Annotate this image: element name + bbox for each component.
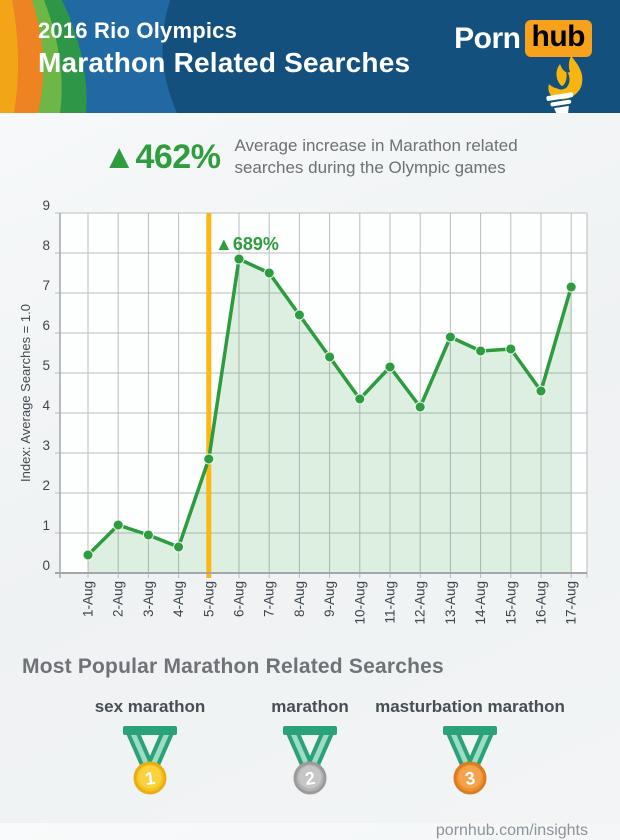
svg-text:4: 4	[42, 398, 50, 413]
medal-icon: 1	[123, 726, 177, 795]
search-term-label: sex marathon	[94, 697, 206, 716]
svg-text:5: 5	[42, 358, 50, 373]
svg-text:2: 2	[304, 768, 317, 789]
svg-text:16-Aug: 16-Aug	[534, 581, 549, 625]
svg-text:0: 0	[42, 558, 50, 573]
promo-stat-section: ▲462% Average increase in Marathon relat…	[0, 113, 620, 193]
svg-text:8: 8	[42, 238, 50, 253]
torch-icon	[546, 56, 583, 113]
svg-text:11-Aug: 11-Aug	[383, 581, 398, 624]
pornhub-logo: Porn hub	[454, 20, 592, 57]
increase-description-line1: Average increase in Marathon related	[234, 136, 518, 156]
medals-row: sex marathon 1 marathon	[0, 697, 620, 798]
increase-description-line2: searches during the Olympic games	[234, 158, 506, 177]
svg-text:6: 6	[42, 318, 50, 333]
svg-text:13-Aug: 13-Aug	[443, 581, 458, 625]
svg-text:1: 1	[42, 518, 50, 533]
svg-text:10-Aug: 10-Aug	[352, 581, 367, 625]
svg-text:9-Aug: 9-Aug	[322, 581, 337, 617]
chart-canvas: 0 1 2 3 4 5 6 7 8 9 1-Aug 2-Aug 3-Aug 4-Aug 5-Aug 6-Aug…	[18, 198, 588, 625]
svg-text:5-Aug: 5-Aug	[201, 581, 216, 617]
search-term-label: marathon	[271, 697, 349, 716]
svg-text:14-Aug: 14-Aug	[473, 581, 488, 625]
svg-text:4-Aug: 4-Aug	[171, 581, 186, 617]
svg-text:3: 3	[464, 768, 477, 789]
search-term-label: masturbation marathon	[375, 697, 565, 716]
increase-stat: ▲462%	[102, 137, 221, 176]
svg-text:3-Aug: 3-Aug	[141, 581, 156, 617]
popular-searches-heading: Most Popular Marathon Related Searches	[22, 655, 444, 678]
svg-text:12-Aug: 12-Aug	[413, 581, 428, 625]
medal-icon: 3	[443, 726, 497, 795]
svg-text:2-Aug: 2-Aug	[111, 581, 126, 617]
title-line-1: 2016 Rio Olympics	[38, 18, 238, 43]
medal-item-bronze: masturbation marathon 3	[375, 697, 565, 798]
svg-text:7-Aug: 7-Aug	[262, 581, 277, 617]
title-line-2: Marathon Related Searches	[38, 47, 411, 78]
footer-url: pornhub.com/insights	[435, 822, 588, 839]
svg-text:▲689%: ▲689%	[215, 234, 279, 254]
logo-text-hub: hub	[524, 20, 592, 57]
svg-text:7: 7	[42, 278, 50, 293]
searches-line-chart: 0 1 2 3 4 5 6 7 8 9 1-Aug 2-Aug 3-Aug 4-Aug 5-Aug 6-Aug…	[0, 193, 620, 645]
popular-searches-section: Most Popular Marathon Related Searches s…	[0, 645, 620, 840]
rio-stripes-decoration	[0, 0, 177, 113]
svg-text:17-Aug: 17-Aug	[564, 581, 579, 625]
increase-description: Average increase in Marathon related sea…	[234, 135, 517, 179]
svg-text:Index: Average Searches = 1.0: Index: Average Searches = 1.0	[18, 304, 33, 482]
medal-icon: 2	[283, 726, 337, 795]
page-title: 2016 Rio Olympics Marathon Related Searc…	[38, 18, 410, 79]
svg-text:1: 1	[144, 768, 157, 789]
svg-text:1-Aug: 1-Aug	[81, 581, 96, 617]
svg-text:8-Aug: 8-Aug	[292, 581, 307, 617]
svg-text:3: 3	[42, 438, 50, 453]
medal-item-gold: sex marathon 1	[70, 697, 230, 798]
logo-text-porn: Porn	[454, 21, 521, 55]
svg-text:2: 2	[42, 478, 50, 493]
svg-text:15-Aug: 15-Aug	[503, 581, 518, 625]
svg-text:6-Aug: 6-Aug	[232, 581, 247, 617]
svg-text:9: 9	[42, 198, 50, 213]
header: 2016 Rio Olympics Marathon Related Searc…	[0, 0, 620, 113]
medal-item-silver: marathon 2	[230, 697, 390, 798]
